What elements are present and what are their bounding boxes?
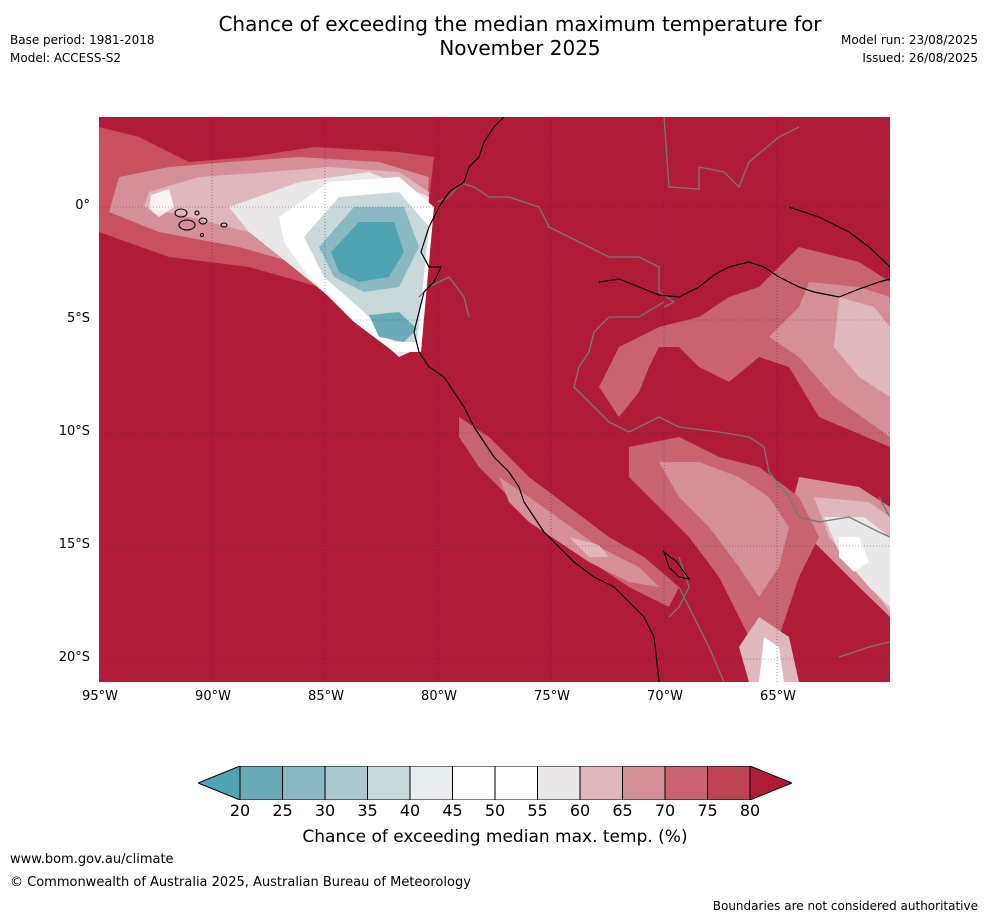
colorbar-tick-label: 40: [399, 801, 421, 820]
rio-negro: [788, 206, 890, 268]
galapagos-island-3: [198, 217, 208, 225]
border-chile-bolivia: [678, 586, 725, 682]
graticule: [99, 117, 890, 682]
colorbar-tick-label: 80: [739, 801, 761, 820]
colorbar-tick-label: 70: [654, 801, 676, 820]
colorbar-tick-label: 25: [272, 801, 293, 820]
colorbar-segment: [409, 766, 453, 800]
model-run: Model run: 23/08/2025: [840, 33, 978, 47]
lon-label-65w: 65°W: [760, 689, 796, 704]
lon-label-90w: 90°W: [195, 689, 231, 704]
map-canvas: [99, 117, 890, 682]
lat-label-0: 0°: [75, 198, 90, 213]
title-line-2: November 2025: [439, 36, 601, 60]
colorbar: [198, 766, 792, 800]
border-colombia-venezuela: [663, 117, 800, 190]
model-name: Model: ACCESS-S2: [10, 51, 122, 65]
colorbar-segment: [239, 766, 283, 800]
interior-shading: [459, 247, 890, 682]
country-borders: [418, 117, 890, 682]
meta-right: Model run: 23/08/2025 Issued: 26/08/2025: [841, 31, 978, 67]
colorbar-arrow-high: [749, 766, 792, 800]
colorbar-segment: [707, 766, 751, 800]
border-colombia-peru: [436, 182, 676, 308]
galapagos-island-5: [194, 210, 200, 216]
lon-label-70w: 70°W: [647, 689, 683, 704]
title-line-1: Chance of exceeding the median maximum t…: [218, 12, 822, 36]
border-peru-brazil-bolivia: [573, 301, 890, 538]
colorbar-tick-label: 20: [229, 801, 251, 820]
colorbar-tick-label: 35: [357, 801, 378, 820]
galapagos-island-4: [220, 222, 228, 228]
colorbar-tick-label: 45: [442, 801, 463, 820]
lon-label-80w: 80°W: [421, 689, 457, 704]
galapagos-island-1: [174, 208, 188, 218]
boundary-disclaimer: Boundaries are not considered authoritat…: [712, 899, 978, 913]
lon-label-95w: 95°W: [82, 689, 118, 704]
colorbar-segment: [367, 766, 411, 800]
lake-titicaca: [662, 550, 691, 580]
colorbar-segment: [494, 766, 538, 800]
colorbar-segment: [579, 766, 623, 800]
pacific-warm-shading: [99, 127, 434, 357]
colorbar-label: Chance of exceeding median max. temp. (%…: [302, 827, 688, 847]
colorbar-segment: [664, 766, 708, 800]
colorbar-tick-label: 65: [612, 801, 633, 820]
colorbar-segment: [537, 766, 581, 800]
colorbar-tick-label: 30: [314, 801, 336, 820]
probability-map: [99, 117, 890, 682]
issued-date: Issued: 26/08/2025: [862, 51, 978, 65]
galapagos-island-6: [199, 232, 205, 238]
colorbar-tick-label: 75: [697, 801, 718, 820]
lat-label-15s: 15°S: [58, 537, 90, 552]
colorbar-segment: [622, 766, 666, 800]
border-bolivia-paraguay: [838, 641, 890, 658]
pacific-coastline: [413, 117, 660, 682]
colorbar-segment: [282, 766, 326, 800]
colorbar-tick-label: 55: [527, 801, 548, 820]
colorbar-segment: [324, 766, 368, 800]
lat-label-20s: 20°S: [58, 650, 90, 665]
colorbar-tick-label: 50: [484, 801, 506, 820]
copyright-text: © Commonwealth of Australia 2025, Austra…: [10, 875, 471, 890]
lat-label-5s: 5°S: [66, 311, 90, 326]
lon-label-75w: 75°W: [534, 689, 570, 704]
website-link[interactable]: www.bom.gov.au/climate: [10, 852, 174, 867]
galapagos-island-2: [178, 219, 196, 231]
lat-label-10s: 10°S: [58, 424, 90, 439]
colorbar-segment: [452, 766, 496, 800]
lon-label-85w: 85°W: [308, 689, 344, 704]
map-title: Chance of exceeding the median maximum t…: [180, 12, 860, 60]
coastline: [413, 117, 890, 682]
base-period: Base period: 1981-2018: [10, 33, 155, 47]
colorbar-tick-label: 60: [569, 801, 591, 820]
amazon-river: [598, 261, 890, 298]
border-brazil-bolivia-east: [878, 496, 890, 518]
meta-left: Base period: 1981-2018 Model: ACCESS-S2: [10, 31, 155, 67]
colorbar-arrow-low: [198, 766, 241, 800]
galapagos-islands: [174, 208, 228, 238]
